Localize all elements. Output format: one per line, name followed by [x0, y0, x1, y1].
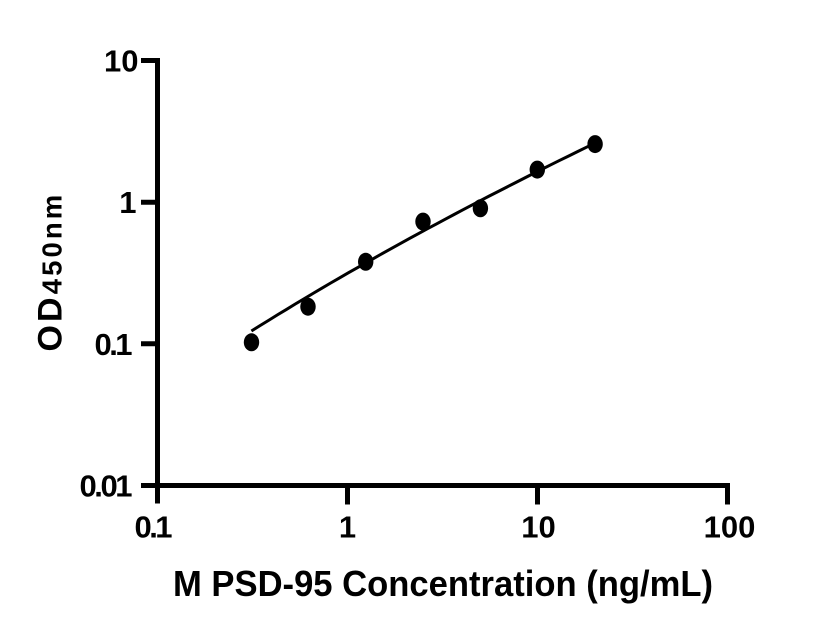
svg-text:1: 1 [119, 185, 136, 220]
svg-text:10: 10 [521, 510, 555, 545]
svg-text:0.1: 0.1 [95, 327, 133, 362]
svg-text:100: 100 [704, 510, 756, 545]
svg-text:10: 10 [104, 44, 138, 79]
svg-text:M PSD-95 Concentration (ng/mL): M PSD-95 Concentration (ng/mL) [173, 563, 713, 604]
svg-text:0.1: 0.1 [135, 510, 173, 545]
svg-text:1: 1 [339, 510, 356, 545]
svg-text:0.01: 0.01 [80, 469, 133, 504]
svg-text:OD450nm: OD450nm [32, 192, 70, 352]
